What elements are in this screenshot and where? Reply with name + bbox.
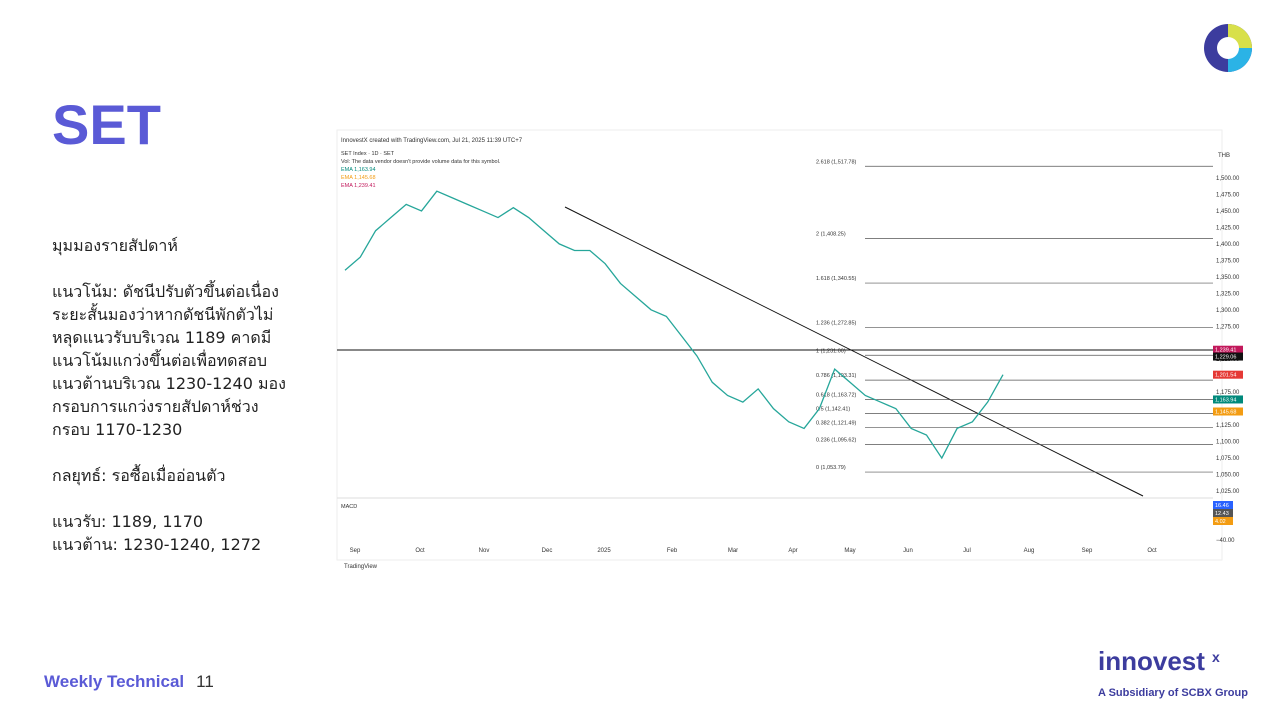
currency: THB (1218, 153, 1230, 159)
fib-label: 1.236 (1,272.85) (816, 321, 857, 327)
logo (1204, 24, 1252, 72)
x-tick-label: Sep (1082, 548, 1093, 554)
y-tick-label: 1,050.00 (1216, 473, 1240, 479)
macd-tick: −40.00 (1216, 538, 1235, 544)
fib-label: 1 (1,231.00) (816, 348, 846, 354)
text-line: แนวต้าน: 1230-1240, 1272 (52, 535, 262, 554)
tagline: A Subsidiary of SCBX Group (1098, 687, 1248, 699)
x-tick-label: Mar (728, 548, 738, 554)
macd-value: 4.02 (1215, 519, 1226, 525)
text-line: แนวโน้ม: ดัชนีปรับตัวขึ้นต่อเนื่อง (52, 282, 279, 301)
brand: innovest (1098, 646, 1205, 676)
fib-label: 0.618 (1,163.72) (816, 393, 857, 399)
price-tag-label: 1,229.06 (1215, 355, 1236, 361)
x-tick-label: Apr (788, 548, 797, 554)
paragraph: แนวโน้ม: ดัชนีปรับตัวขึ้นต่อเนื่องระยะสั… (52, 280, 286, 441)
fib-label: 0 (1,053.79) (816, 465, 846, 471)
price-tag (1213, 345, 1243, 354)
y-tick-label: 1,400.00 (1216, 242, 1240, 248)
x-tick-label: Oct (415, 548, 425, 554)
price-tag-label: 1,145.68 (1215, 409, 1236, 415)
close-line (344, 190, 1004, 460)
text-line: แนวต้านบริเวณ 1230-1240 มอง (52, 374, 286, 393)
text-line: กรอบการแกว่งรายสัปดาห์ช่วง (52, 397, 259, 416)
y-tick-label: 1,075.00 (1216, 456, 1240, 462)
x-tick-label: Aug (1024, 548, 1035, 554)
x-tick-label: Jul (963, 548, 971, 554)
y-tick-label: 1,325.00 (1216, 291, 1240, 297)
trendline (564, 206, 1144, 497)
price-tag-label: 1,201.54 (1215, 373, 1236, 379)
fib-label: 0.5 (1,142.41) (816, 407, 850, 413)
price-tag (1213, 370, 1243, 379)
chart-frame (336, 129, 1223, 561)
macd-tag (1213, 501, 1233, 509)
text-line: มุมมองรายสัปดาห์ (52, 236, 178, 255)
page-number: 11 (196, 672, 214, 691)
price-tag-label: 1,163.94 (1215, 397, 1236, 403)
fib-label: 0.786 (1,193.31) (816, 373, 857, 379)
y-tick-label: 1,350.00 (1216, 275, 1240, 281)
text-line: กรอบ 1170-1230 (52, 420, 183, 439)
legend-item: EMA 1,145.68 (341, 175, 376, 181)
panel-label: MACD (341, 504, 357, 510)
macd-tag (1213, 517, 1233, 525)
price-tag (1213, 352, 1243, 361)
text-line: แนวโน้มแกว่งขึ้นต่อเพื่อทดสอบ (52, 351, 268, 370)
footer: Weekly Technical 11 (44, 672, 214, 692)
x-tick-label: Jun (903, 548, 913, 554)
paragraph: กลยุทธ์: รอซื้อเมื่ออ่อนตัว (52, 464, 286, 487)
y-tick-label: 1,475.00 (1216, 192, 1240, 198)
y-tick-label: 1,025.00 (1216, 489, 1240, 495)
x-tick-label: 2025 (597, 548, 611, 554)
legend-item: SET Index · 1D · SET (341, 151, 395, 157)
legend-item: EMA 1,239.41 (341, 183, 376, 189)
fib-label: 2 (1,408.25) (816, 231, 846, 237)
x-tick-label: Feb (667, 548, 678, 554)
paragraph: มุมมองรายสัปดาห์ (52, 234, 286, 257)
source: TradingView (344, 564, 378, 570)
text-line: กลยุทธ์: รอซื้อเมื่ออ่อนตัว (52, 466, 226, 485)
fib-label: 1.618 (1,340.55) (816, 276, 857, 282)
text-line: ระยะสั้นมองว่าหากดัชนีพักตัวไม่ (52, 305, 274, 324)
x-tick-label: Oct (1147, 548, 1157, 554)
credit: InnovestX created with TradingView.com, … (341, 138, 523, 144)
macd-value: 16.46 (1215, 503, 1229, 509)
fib-label: 0.236 (1,095.62) (816, 437, 857, 443)
fib-label: 0.382 (1,121.49) (816, 420, 857, 426)
y-tick-label: 1,450.00 (1216, 209, 1240, 215)
body: มุมมองรายสัปดาห์แนวโน้ม: ดัชนีปรับตัวขึ้… (52, 234, 286, 579)
y-tick-label: 1,300.00 (1216, 308, 1240, 314)
legend-item: EMA 1,163.94 (341, 167, 376, 173)
price-tag (1213, 407, 1243, 416)
macd-tag (1213, 509, 1233, 517)
y-tick-label: 1,275.00 (1216, 324, 1240, 330)
fib-label: 2.618 (1,517.78) (816, 159, 857, 165)
y-tick-label: 1,100.00 (1216, 440, 1240, 446)
legend-item: Vol: The data vendor doesn't provide vol… (341, 159, 501, 165)
title: SET (52, 93, 161, 156)
price-tag (1213, 395, 1243, 404)
x-tick-label: Sep (350, 548, 361, 554)
paragraph: แนวรับ: 1189, 1170 แนวต้าน: 1230-1240, 12… (52, 510, 286, 556)
text-line: แนวรับ: 1189, 1170 (52, 512, 204, 531)
macd-value: 12.43 (1215, 511, 1229, 517)
y-tick-label: 1,500.00 (1216, 176, 1240, 182)
price-tag-label: 1,239.41 (1215, 348, 1236, 354)
x-tick-label: May (844, 548, 855, 554)
brand-mark: x (1212, 649, 1220, 665)
y-tick-label: 1,425.00 (1216, 225, 1240, 231)
y-tick-label: 1,125.00 (1216, 423, 1240, 429)
x-tick-label: Dec (542, 548, 553, 554)
text-line: หลุดแนวรับบริเวณ 1189 คาดมี (52, 328, 272, 347)
x-tick-label: Nov (479, 548, 490, 554)
footer-label: Weekly Technical (44, 672, 185, 691)
y-tick-label: 1,375.00 (1216, 258, 1240, 264)
y-tick-label: 1,175.00 (1216, 390, 1240, 396)
